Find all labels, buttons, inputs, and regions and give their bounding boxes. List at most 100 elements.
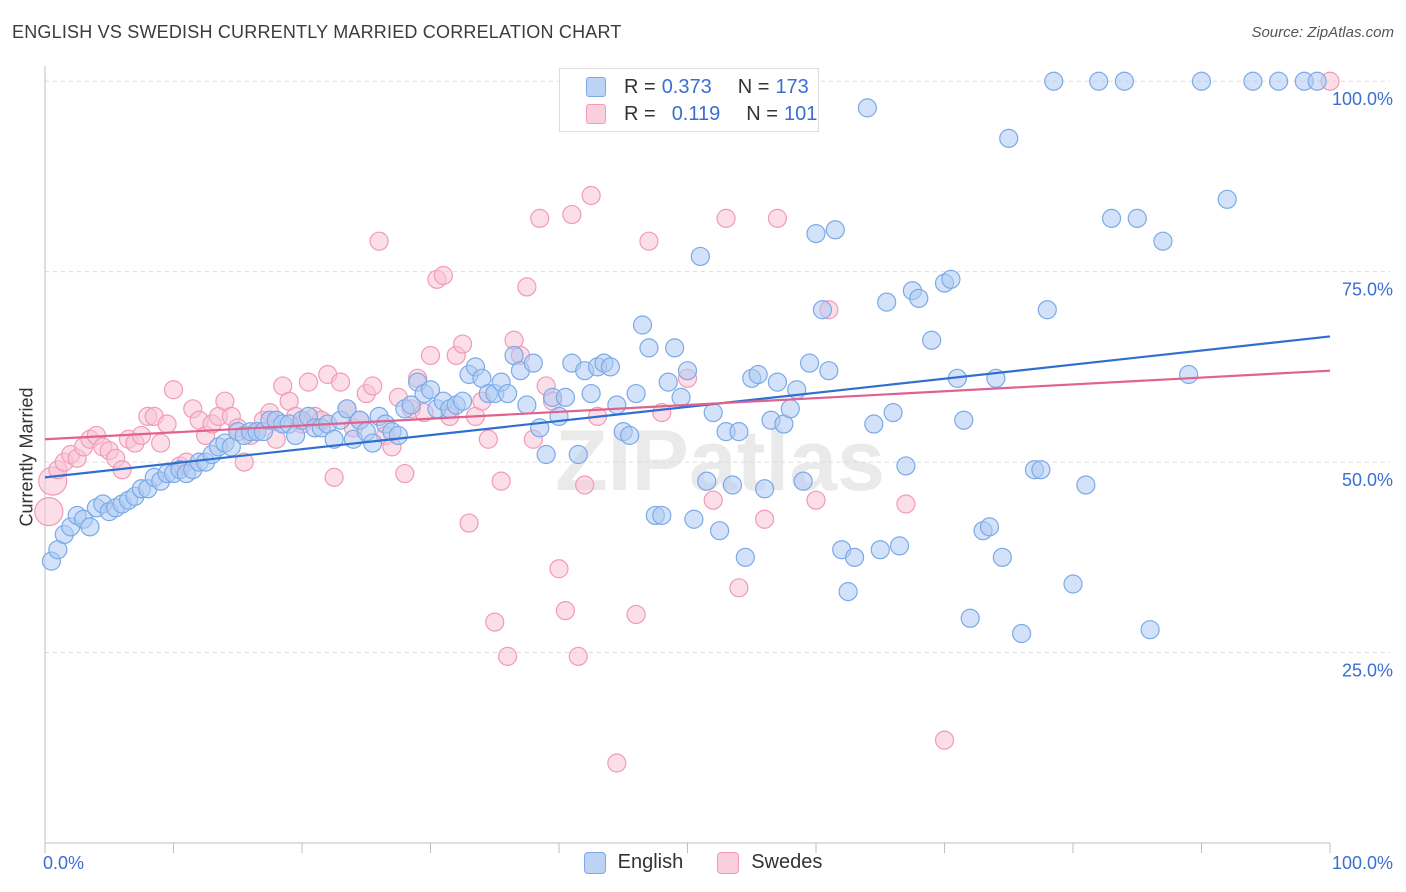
series-legend: English Swedes <box>0 851 1406 874</box>
data-point-english <box>710 521 730 541</box>
y-tick-label: 25.0% <box>1342 661 1393 681</box>
data-point-english <box>607 395 627 415</box>
data-point-swedes <box>163 380 184 400</box>
data-point-english <box>420 380 441 400</box>
data-point-english <box>600 357 621 377</box>
data-point-english <box>555 387 576 407</box>
stats-legend: R = 0.373 N = 173 R = 0.119 N = 101 <box>559 68 819 132</box>
data-point-swedes <box>562 204 582 225</box>
r-value: 0.373 <box>661 75 712 98</box>
data-point-english <box>767 372 788 392</box>
data-point-english <box>1153 231 1173 251</box>
data-point-english <box>1191 71 1212 91</box>
data-point-english <box>1037 300 1057 320</box>
data-point-english <box>992 547 1012 567</box>
chart-title: ENGLISH VS SWEDISH CURRENTLY MARRIED COR… <box>12 22 622 42</box>
data-point-english <box>754 479 775 499</box>
data-point-english <box>896 456 916 476</box>
data-point-english <box>979 517 1000 537</box>
data-point-english <box>999 128 1019 148</box>
data-point-swedes <box>491 471 511 491</box>
x-tick-label-right: 100.0% <box>1332 853 1393 873</box>
data-point-swedes <box>433 265 453 286</box>
data-point-swedes <box>575 475 595 495</box>
data-point-swedes <box>754 509 775 529</box>
data-point-english <box>812 300 833 320</box>
data-point-english <box>1217 189 1237 209</box>
data-point-english <box>703 403 723 423</box>
data-point-swedes <box>626 604 646 625</box>
data-point-swedes <box>716 208 736 228</box>
data-point-english <box>568 444 588 465</box>
data-point-english <box>652 505 672 526</box>
data-point-swedes <box>453 334 473 354</box>
data-point-swedes <box>896 494 916 514</box>
data-point-english <box>626 383 646 404</box>
x-tick-label-left: 0.0% <box>43 853 84 873</box>
data-point-english <box>729 422 749 442</box>
swedes-swatch <box>717 851 740 874</box>
source-label: Source: ZipAtlas.com <box>1251 24 1394 41</box>
data-point-swedes <box>395 463 415 484</box>
data-point-english <box>620 425 640 446</box>
data-point-english <box>819 361 839 381</box>
axes <box>44 66 1331 853</box>
data-point-english <box>844 547 865 567</box>
data-point-english <box>909 288 929 308</box>
data-point-english <box>748 364 768 385</box>
data-point-swedes <box>298 372 319 392</box>
data-point-english <box>793 471 813 491</box>
data-point-english <box>1101 208 1122 228</box>
data-point-english <box>1031 460 1051 480</box>
n-label: N = <box>746 102 778 125</box>
data-point-swedes <box>555 601 576 621</box>
data-point-swedes <box>729 578 749 598</box>
data-point-english <box>922 330 942 350</box>
data-point-english <box>1127 208 1147 228</box>
data-point-english <box>883 403 903 423</box>
data-point-english <box>825 220 845 240</box>
data-point-swedes <box>934 730 955 750</box>
data-point-swedes <box>478 429 498 449</box>
data-point-english <box>1011 623 1032 644</box>
gridlines <box>45 80 1390 654</box>
data-point-english <box>954 410 974 430</box>
data-point-english <box>780 399 800 419</box>
data-point-english <box>941 269 961 289</box>
data-point-swedes <box>485 612 505 632</box>
data-point-english <box>1140 620 1160 640</box>
data-point-swedes <box>420 345 441 366</box>
trend-line-swedes <box>44 369 1331 441</box>
n-label: N = <box>737 75 770 98</box>
data-point-swedes <box>498 646 518 666</box>
data-point-english <box>671 387 691 407</box>
n-value: 173 <box>775 75 809 98</box>
data-point-swedes <box>652 403 672 423</box>
data-point-english <box>337 399 357 419</box>
data-point-english <box>498 383 518 404</box>
data-point-english <box>324 429 344 449</box>
data-point-swedes <box>703 490 723 510</box>
y-tick-label: 50.0% <box>1342 470 1393 490</box>
data-point-swedes <box>234 452 254 472</box>
data-point-english <box>684 509 704 529</box>
legend-item-english[interactable]: English <box>583 851 683 874</box>
data-point-english <box>632 315 653 335</box>
english-swatch <box>586 77 606 97</box>
data-point-english <box>1044 71 1064 91</box>
data-point-english <box>1179 364 1199 385</box>
data-point-english <box>639 338 659 358</box>
data-point-english <box>388 425 408 446</box>
data-point-swedes <box>369 231 389 251</box>
data-point-english <box>517 395 537 415</box>
data-point-swedes <box>530 208 550 228</box>
stats-row-english: R = 0.373 N = 173 <box>586 75 809 99</box>
data-point-english <box>536 444 556 465</box>
data-point-english <box>665 338 685 358</box>
legend-item-swedes[interactable]: Swedes <box>717 851 822 874</box>
data-point-english <box>722 475 743 495</box>
data-point-english <box>401 395 421 415</box>
data-point-english <box>677 361 698 381</box>
data-point-swedes <box>549 559 569 579</box>
data-point-english <box>799 353 820 373</box>
